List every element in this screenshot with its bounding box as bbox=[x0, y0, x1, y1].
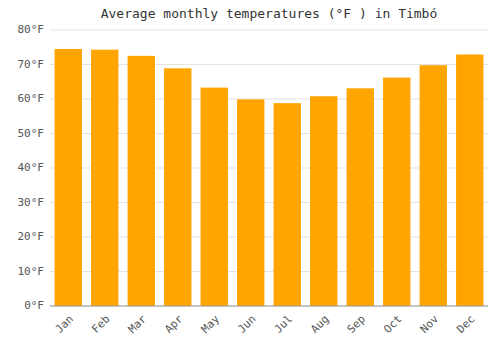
bar bbox=[164, 68, 191, 306]
x-tick-label: Jul bbox=[272, 313, 295, 336]
x-tick-label: Feb bbox=[89, 313, 112, 336]
x-tick-label: Mar bbox=[126, 312, 150, 336]
grid-line bbox=[50, 306, 488, 307]
chart-title: Average monthly temperatures (°F ) in Ti… bbox=[101, 6, 438, 21]
y-grid bbox=[50, 30, 488, 306]
x-tick-label: Nov bbox=[418, 312, 442, 336]
x-tick-label: Jan bbox=[53, 313, 76, 336]
grid-line bbox=[50, 30, 488, 31]
bar bbox=[55, 49, 82, 306]
bars bbox=[55, 49, 484, 306]
chart-container: 0°F 10°F 20°F 30°F 40°F 50°F 60°F 70°F 80°F Jan Fe… bbox=[0, 0, 500, 350]
bar bbox=[91, 50, 118, 306]
x-tick-label: Dec bbox=[454, 313, 477, 336]
y-tick-label: 60°F bbox=[18, 92, 45, 105]
y-tick-label: 10°F bbox=[18, 265, 45, 278]
bar bbox=[128, 56, 155, 306]
y-tick-label: 80°F bbox=[18, 23, 45, 36]
chart-svg: 0°F 10°F 20°F 30°F 40°F 50°F 60°F 70°F 80°F Jan Fe… bbox=[0, 0, 500, 350]
bar bbox=[310, 96, 337, 306]
x-tick-label: Apr bbox=[162, 312, 186, 336]
bar bbox=[274, 103, 301, 306]
x-tick-label: Oct bbox=[381, 313, 404, 336]
y-tick-label: 20°F bbox=[18, 230, 45, 243]
y-tick-label: 50°F bbox=[18, 127, 45, 140]
y-tick-label: 70°F bbox=[18, 58, 45, 71]
bar bbox=[383, 78, 410, 306]
x-tick-label: Aug bbox=[308, 313, 331, 336]
bar bbox=[201, 88, 228, 306]
y-tick-label: 40°F bbox=[18, 161, 45, 174]
x-axis-line bbox=[50, 306, 488, 307]
bar bbox=[456, 54, 483, 306]
y-tick-label: 30°F bbox=[18, 196, 45, 209]
x-tick-label: Sep bbox=[345, 313, 368, 336]
bar bbox=[420, 65, 447, 306]
x-tick-label: May bbox=[199, 312, 223, 336]
x-tick-label: Jun bbox=[235, 313, 258, 336]
bar bbox=[347, 88, 374, 306]
y-tick-label: 0°F bbox=[24, 299, 44, 312]
bar bbox=[237, 99, 264, 306]
